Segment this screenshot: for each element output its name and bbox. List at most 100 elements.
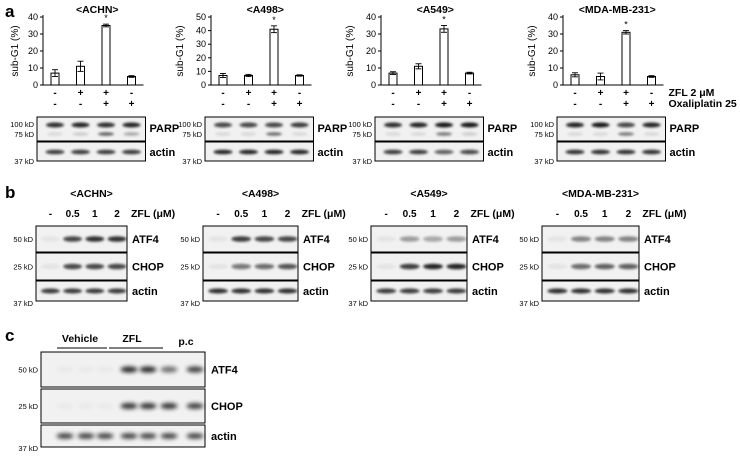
band-actin [616,149,636,155]
band-label: actin [150,147,176,159]
band-parp-full [265,122,283,128]
band-atf4 [78,367,95,373]
band-actin [376,288,397,294]
treatment-sign: - [221,99,224,110]
band-label: CHOP [211,401,243,413]
mw-marker: 50 kD [519,235,539,244]
band-parp-cleaved [215,132,231,136]
bar [621,31,631,86]
mw-marker: 25 kD [180,263,200,272]
panel-b: b <ACHN> - 0.5 1 2 ZFL (μM) ATF4 50 kD CHOP 25 kD a… [5,183,686,308]
band-parp-cleaved [618,132,634,136]
treatment-sign: - [650,88,653,99]
band-label: actin [303,286,329,298]
band-parp-full [290,122,309,128]
band-parp-cleaved [291,132,308,136]
mw-marker: 75 kD [534,130,554,139]
band-label: CHOP [644,262,676,274]
treatment-sign: - [298,88,301,99]
band-parp-full [460,122,479,128]
band-atf4 [231,236,252,242]
y-axis-label: sub-G1 (%) [10,25,21,76]
treatment-sign: + [623,88,629,99]
dose-label: 1 [430,209,436,220]
treatment-sign: - [417,99,420,110]
y-tick-label: 30 [548,29,558,39]
band-chop [594,263,615,270]
band-parp-cleaved [47,132,63,136]
y-tick-label: 40 [196,26,206,36]
band-atf4 [63,236,83,242]
y-tick-label: 10 [28,63,38,73]
y-axis-label: sub-G1 (%) [527,25,538,76]
band-actin [642,149,661,155]
significance-marker: * [272,15,276,25]
band-parp-full [71,122,90,128]
mw-marker: 100 kD [178,120,202,129]
band-parp-cleaved [123,132,140,136]
blot-actin [36,141,146,162]
blot-group-3: <A549> - 0.5 1 2 ZFL (μM) ATF4 50 kD CHOP 25 kD ac… [348,188,514,308]
dose-label: - [556,209,559,220]
band-atf4 [139,366,157,373]
band-actin [208,288,228,294]
significance-marker: * [104,13,108,23]
band-chop [446,263,467,270]
y-tick-label: 40 [548,12,558,22]
band-label: actin [132,286,158,298]
blot-parp [36,116,146,142]
treatment-sign: - [573,99,576,110]
dose-label: 1 [92,209,98,220]
band-chop [618,263,639,270]
band-label: PARP [150,123,180,135]
panel-label-a: a [5,2,15,21]
mw-marker: 50 kD [13,235,33,244]
treatment-sign: + [416,88,422,99]
mw-marker: 50 kD [348,235,368,244]
y-tick-label: 50 [196,12,206,22]
chart-title: <A549> [417,4,454,16]
mw-marker: 37 kD [13,299,33,308]
y-tick-label: 0 [33,80,38,90]
band-actin [547,288,568,294]
chart-title: <ACHN> [76,4,119,16]
bar [101,25,111,86]
treatment-sign: - [573,88,576,99]
blot-parp [556,116,666,142]
band-chop [254,263,275,270]
dose-unit-label: ZFL (μM) [302,208,346,220]
y-tick-label: 40 [28,12,38,22]
mw-marker: 75 kD [352,130,372,139]
band-chop [376,263,397,270]
cell-line-title: <A498> [242,188,279,200]
y-tick-label: 40 [366,12,376,22]
dose-label: 2 [626,209,632,220]
band-actin [63,288,83,294]
group-label-pc: p.c [178,336,193,348]
dose-label: 2 [285,209,291,220]
dose-label: 2 [114,209,120,220]
treatment-sign: + [649,99,655,110]
y-axis-label: sub-G1 (%) [175,25,186,76]
treatment-sign: + [297,99,303,110]
dose-label: 2 [454,209,460,220]
panel-label-b: b [5,183,15,202]
band-parp-cleaved [98,132,114,136]
band-atf4 [618,236,639,242]
band-actin [254,288,275,294]
band-parp-cleaved [461,132,478,136]
band-label: ATF4 [211,365,239,377]
dose-label: 0.5 [66,209,80,220]
blot-parp [204,116,314,142]
band-parp-full [384,122,402,128]
band-label: actin [670,147,696,159]
band-atf4 [57,367,74,373]
band-label: ATF4 [303,234,331,246]
treatment-sign: - [391,99,394,110]
treatment-sign: + [467,99,473,110]
band-chop [120,403,138,409]
band-chop [78,403,95,409]
band-actin [399,288,420,294]
band-parp-full [239,122,258,128]
